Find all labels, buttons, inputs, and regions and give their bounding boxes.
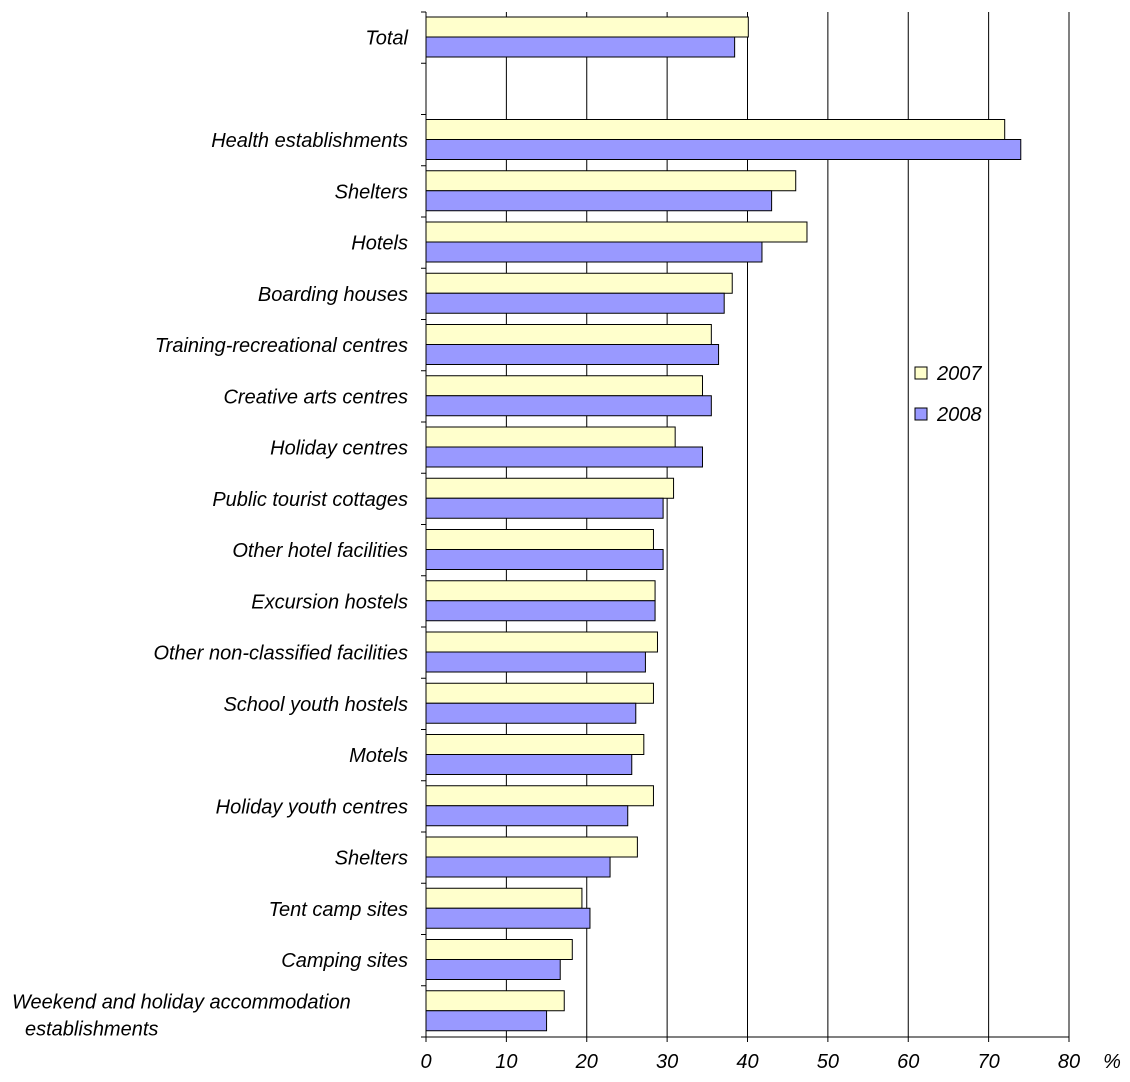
bar-2007-16: [425, 785, 654, 807]
x-tick-label-30: 30: [656, 1051, 678, 1073]
category-label-14-school-youth-hostels: School youth hostels: [223, 694, 408, 716]
bar-2007-17: [425, 836, 638, 858]
grid-lines: [505, 12, 1070, 1037]
bar-2008-5: [425, 241, 763, 263]
category-label-16-holiday-youth-centres: Holiday youth centres: [216, 796, 408, 818]
bar-2007-10: [425, 477, 675, 499]
x-unit-label: %: [1103, 1051, 1121, 1073]
category-label-13-other-non-classified-facilities: Other non-classified facilities: [153, 643, 408, 665]
bar-2008-20: [425, 1010, 548, 1032]
bar-2008-10: [425, 497, 664, 519]
category-labels: Total Health establishments Shelters Hotels…: [12, 28, 409, 1041]
bar-2007-14: [425, 682, 654, 704]
legend-swatch-2007: [914, 366, 928, 380]
legend-label-2008: 2008: [936, 404, 982, 426]
x-tick-label-80: 80: [1058, 1051, 1080, 1073]
category-label-7-training-recreational-centres: Training-recreational centres: [155, 335, 408, 357]
category-label-15-motels: Motels: [349, 745, 408, 767]
category-label-10-public-tourist-cottages: Public tourist cottages: [212, 489, 408, 511]
bar-2008-4: [425, 190, 773, 212]
bar-2008-15: [425, 754, 633, 775]
bar-2007-11: [425, 529, 654, 550]
legend: 2007 2008: [914, 363, 982, 426]
axes: [421, 11, 1070, 1042]
bar-2008-9: [425, 446, 703, 468]
bar-2007-3: [425, 119, 1006, 140]
bar-2007-6: [425, 272, 733, 294]
category-label-3-health-establishments: Health establishments: [211, 130, 408, 152]
x-tick-labels: 0 10 20 30 40 50 60 70 80: [420, 1051, 1080, 1073]
bar-2008-17: [425, 856, 611, 878]
bar-2008-3: [425, 139, 1022, 160]
bars: [425, 16, 1022, 1032]
bar-2008-8: [425, 395, 712, 417]
category-label-18-tent-camp-sites: Tent camp sites: [269, 899, 408, 921]
category-label-1-total: Total: [365, 28, 408, 50]
x-tick-label-10: 10: [495, 1051, 517, 1073]
bar-2007-5: [425, 221, 808, 243]
bar-2008-18: [425, 907, 591, 929]
x-tick-label-50: 50: [817, 1051, 839, 1073]
category-label-4-shelters: Shelters: [335, 181, 408, 203]
category-label-17-shelters: Shelters: [335, 848, 408, 870]
bar-2008-13: [425, 651, 646, 673]
bar-2008-6: [425, 292, 725, 314]
legend-swatch-2008: [914, 407, 928, 421]
bar-2007-4: [425, 170, 797, 192]
bar-2008-1: [425, 36, 736, 58]
bar-2007-1: [425, 16, 749, 38]
bar-2008-16: [425, 805, 629, 827]
category-label-19-camping-sites: Camping sites: [281, 950, 408, 972]
category-label-12-excursion-hostels: Excursion hostels: [251, 591, 408, 613]
bar-2007-13: [425, 631, 658, 653]
bar-2007-12: [425, 580, 656, 602]
bar-2007-20: [425, 990, 565, 1012]
bar-2007-15: [425, 734, 645, 755]
bar-2008-19: [425, 959, 561, 980]
x-tick-label-70: 70: [978, 1051, 1000, 1073]
bar-2008-12: [425, 600, 656, 622]
x-tick-label-60: 60: [897, 1051, 919, 1073]
category-label-20-weekend-and-holiday-accommodation-establishments: Weekend and holiday accommodation establi…: [12, 991, 351, 1040]
x-tick-label-0: 0: [420, 1051, 431, 1073]
category-label-9-holiday-centres: Holiday centres: [270, 438, 408, 460]
bar-2007-8: [425, 375, 703, 397]
bar-2007-19: [425, 939, 573, 960]
category-label-8-creative-arts-centres: Creative arts centres: [223, 386, 408, 408]
legend-label-2007: 2007: [936, 363, 982, 385]
bar-2007-18: [425, 887, 583, 909]
category-label-6-boarding-houses: Boarding houses: [258, 284, 408, 306]
bar-2008-14: [425, 702, 637, 724]
category-label-5-hotels: Hotels: [351, 233, 408, 255]
category-label-11-other-hotel-facilities: Other hotel facilities: [232, 540, 408, 562]
x-tick-label-20: 20: [575, 1051, 598, 1073]
bar-2008-11: [425, 549, 664, 570]
bar-2007-7: [425, 324, 712, 345]
bar-2008-7: [425, 344, 720, 365]
x-tick-label-40: 40: [736, 1051, 758, 1073]
bar-2007-9: [425, 426, 676, 448]
